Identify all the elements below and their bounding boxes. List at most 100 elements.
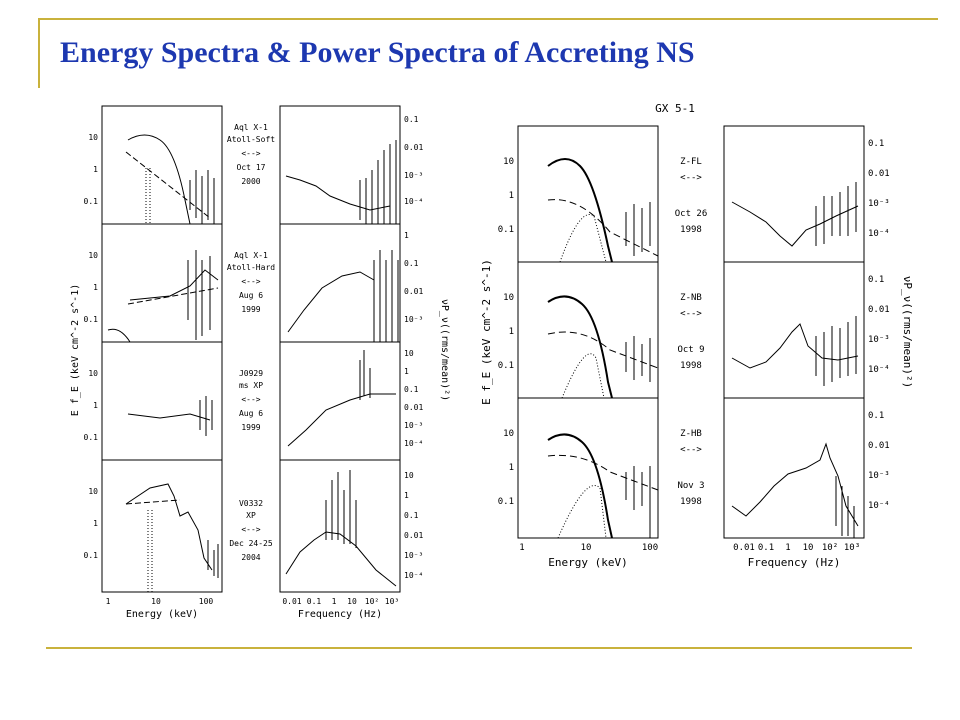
ef-tick: 0.1: [84, 197, 99, 206]
left-row-label: Aql X-1: [234, 123, 268, 132]
energy-axis-label: Energy (keV): [126, 609, 198, 620]
left-power-panels: [279, 105, 401, 593]
ef-tick: 1: [93, 401, 98, 410]
power-spectrum-curve: [285, 531, 397, 587]
right-figure: GX 5-1 Z-FL <--> Oct 26 1998 Z-NB <--> O…: [480, 102, 914, 569]
right-energy-panels: [517, 125, 659, 539]
spectrum-dotted: [145, 168, 151, 224]
spectrum-curve: [127, 413, 211, 421]
pow-tick: 0.1: [404, 115, 419, 124]
pow-tick: 10⁻³: [404, 171, 423, 180]
source-title: GX 5-1: [655, 102, 695, 115]
ef-tick: 0.1: [498, 497, 514, 507]
right-power-panel: [723, 125, 865, 263]
pow-tick: 0.01: [404, 403, 423, 412]
right-row-label: <-->: [680, 309, 702, 319]
power-spectrum-noise: [835, 476, 855, 538]
spectrum-dotted: [147, 510, 153, 592]
power-spectrum-curve: [731, 201, 859, 247]
slide-title: Energy Spectra & Power Spectra of Accret…: [60, 36, 695, 69]
left-row-label: Oct 17: [237, 163, 266, 172]
power-spectrum-curve: [285, 175, 391, 211]
pow-tick: 10: [404, 471, 414, 480]
left-row-label: 2000: [241, 177, 260, 186]
ef-tick: 1: [93, 519, 98, 528]
spectrum-curve: [129, 269, 219, 301]
left-row-label: 1999: [241, 423, 260, 432]
left-power-panel: [279, 459, 401, 593]
energy-tick: 10: [581, 543, 592, 553]
pow-tick: 10⁻⁴: [404, 439, 423, 448]
pow-tick: 0.1: [404, 259, 419, 268]
energy-tick: 100: [199, 597, 214, 606]
freq-tick: 0.1: [307, 597, 322, 606]
spectrum-dotted: [557, 485, 607, 539]
spectrum-curve: [125, 483, 213, 571]
pow-tick: 0.01: [404, 531, 423, 540]
pow-tick: 0.01: [404, 143, 423, 152]
spectrum-curve: [107, 328, 131, 343]
right-row-label: Z-HB: [680, 429, 702, 439]
left-row-label: Atoll-Hard: [227, 263, 275, 272]
power-spectrum-noise: [815, 316, 857, 386]
pow-tick: 1: [404, 491, 409, 500]
pow-tick: 1: [404, 231, 409, 240]
spectrum-errorbars: [207, 540, 219, 578]
spectrum-curve: [547, 295, 613, 399]
pow-tick: 10⁻³: [868, 335, 890, 345]
power-spectrum-noise: [325, 470, 357, 548]
right-energy-panel: [517, 397, 659, 539]
freq-tick: 1: [785, 543, 790, 553]
freq-tick: 10³: [844, 543, 860, 553]
freq-tick: 0.1: [758, 543, 774, 553]
freq-tick: 0.01: [733, 543, 755, 553]
right-row-label: <-->: [680, 445, 702, 455]
right-row-label: Nov 3: [677, 481, 704, 491]
power-spectrum-noise: [359, 350, 371, 400]
ef-tick: 0.1: [498, 361, 514, 371]
left-energy-panel: [101, 223, 223, 343]
pow-tick: 10⁻⁴: [868, 365, 890, 375]
spectrum-model-dashed: [125, 499, 181, 505]
spectrum-model-dashed: [547, 199, 659, 257]
pow-tick: 10⁻⁴: [404, 197, 423, 206]
spectrum-errorbars: [189, 170, 215, 224]
left-energy-panel: [101, 459, 223, 593]
bottom-rule: [46, 647, 912, 649]
ef-tick: 1: [509, 327, 514, 337]
spectrum-curve: [547, 433, 613, 539]
ef-tick: 1: [509, 191, 514, 201]
pow-tick: 10⁻⁴: [868, 229, 890, 239]
left-row-label: <-->: [241, 395, 260, 404]
ef-tick: 10: [503, 293, 514, 303]
pow-tick: 0.1: [868, 139, 884, 149]
ef-tick: 0.1: [84, 433, 99, 442]
right-row-label: Z-FL: [680, 157, 702, 167]
left-row-label: <-->: [241, 525, 260, 534]
power-spectrum-curve: [731, 323, 859, 369]
ef-tick: 0.1: [84, 551, 99, 560]
left-power-panel: [279, 105, 401, 225]
pow-tick: 0.1: [868, 411, 884, 421]
spectrum-errorbars: [199, 396, 213, 436]
left-power-panel: [279, 341, 401, 461]
title-rule: [38, 18, 938, 20]
left-row-label: Aug 6: [239, 409, 263, 418]
ef-tick: 1: [509, 463, 514, 473]
pow-tick: 0.01: [868, 305, 890, 315]
freq-tick: 1: [332, 597, 337, 606]
right-power-panel: [723, 397, 865, 539]
title-accent-bar: [38, 18, 40, 88]
right-row-label: 1998: [680, 361, 702, 371]
ef-tick: 1: [93, 283, 98, 292]
pow-tick: 10⁻³: [868, 471, 890, 481]
freq-tick: 10: [803, 543, 814, 553]
energy-tick: 100: [642, 543, 658, 553]
spectrum-dotted: [561, 353, 605, 399]
left-row-label: ms XP: [239, 381, 263, 390]
spectrum-dotted: [559, 214, 607, 263]
right-row-label: Oct 9: [677, 345, 704, 355]
pow-tick: 10⁻³: [404, 551, 423, 560]
power-spectrum-noise: [359, 140, 397, 224]
power-spectrum-curve: [287, 393, 396, 447]
